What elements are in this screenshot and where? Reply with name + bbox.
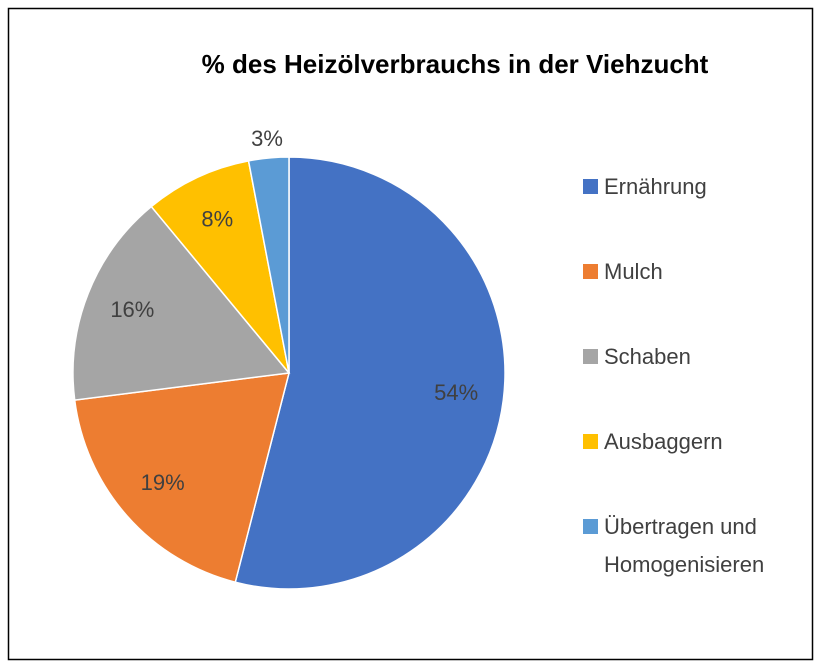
- legend-swatch: [583, 434, 598, 449]
- legend-label: Schaben: [604, 344, 691, 369]
- pie-slice: [247, 156, 290, 374]
- pie-slice: [73, 372, 291, 584]
- legend-item: Ernährung: [583, 168, 808, 253]
- legend-label: Übertragen und Homogenisieren: [604, 514, 765, 577]
- data-label: 3%: [251, 126, 283, 151]
- legend-label: Mulch: [604, 259, 663, 284]
- legend-item: Schaben: [583, 338, 808, 423]
- pie-slice: [150, 159, 290, 374]
- legend-swatch: [583, 179, 598, 194]
- pie-slice: [234, 156, 506, 590]
- legend-item: Mulch: [583, 253, 808, 338]
- legend-item: Ausbaggern: [583, 423, 808, 508]
- legend-item: Übertragen und Homogenisieren: [583, 508, 808, 593]
- legend-label: Ausbaggern: [604, 429, 723, 454]
- legend-label: Ernährung: [604, 174, 707, 199]
- data-label: 54%: [434, 380, 478, 405]
- legend-swatch: [583, 519, 598, 534]
- legend-swatch: [583, 349, 598, 364]
- chart-title: % des Heizölverbrauchs in der Viehzucht: [202, 49, 709, 79]
- data-label: 16%: [110, 297, 154, 322]
- legend-swatch: [583, 264, 598, 279]
- legend: Ernährung Mulch Schaben Ausbaggern Übertrage…: [583, 168, 808, 593]
- data-label: 8%: [201, 206, 233, 231]
- data-label: 19%: [141, 470, 185, 495]
- pie-slice: [72, 205, 291, 401]
